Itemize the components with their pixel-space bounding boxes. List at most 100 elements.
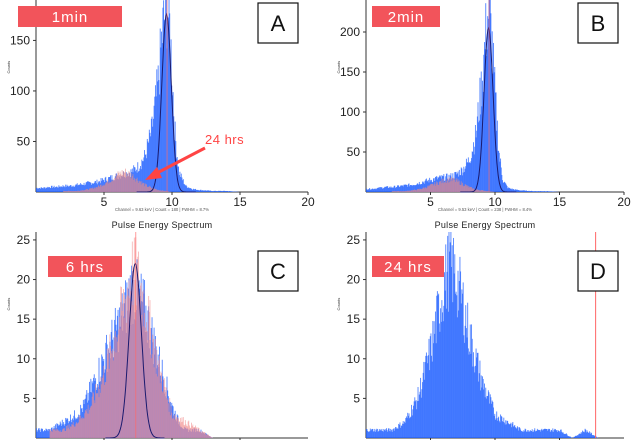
- histogram-bar: [172, 92, 174, 192]
- histogram-bar: [477, 352, 479, 438]
- histogram-bar: [71, 186, 73, 192]
- histogram-bar: [89, 181, 90, 192]
- histogram-bar: [184, 184, 186, 192]
- histogram-bar: [413, 189, 415, 192]
- histogram-bar: [400, 425, 402, 438]
- histogram-bar: [523, 431, 525, 438]
- histogram-bar: [448, 177, 450, 192]
- histogram-bar: [135, 178, 137, 192]
- histogram-bar: [439, 331, 441, 438]
- histogram-bar: [169, 13, 171, 192]
- histogram-bar: [453, 177, 454, 192]
- histogram-bar: [467, 302, 469, 438]
- histogram-bar: [391, 187, 393, 192]
- histogram-bar: [74, 426, 75, 438]
- histogram-bar: [416, 183, 418, 192]
- histogram-bar: [379, 430, 381, 438]
- histogram-bar: [123, 317, 125, 438]
- histogram-bar: [179, 423, 181, 438]
- histogram-bar: [109, 334, 111, 438]
- histogram-bar: [196, 189, 198, 192]
- histogram-bar: [445, 180, 447, 192]
- histogram-bar: [127, 173, 129, 192]
- histogram-bar: [48, 186, 50, 192]
- histogram-bar: [411, 404, 413, 438]
- histogram-bar: [170, 39, 172, 192]
- histogram-bar: [47, 188, 49, 192]
- histogram-bar: [440, 321, 442, 438]
- histogram-bar: [537, 191, 539, 192]
- histogram-bar: [556, 430, 558, 438]
- histogram-bar: [373, 189, 375, 192]
- histogram-bar: [88, 181, 90, 192]
- histogram-bar: [186, 186, 188, 192]
- histogram-bar: [162, 7, 164, 192]
- histogram-bar: [171, 95, 173, 192]
- histogram-bar: [76, 423, 78, 438]
- histogram-bar: [454, 178, 456, 192]
- histogram-bar: [78, 190, 80, 192]
- histogram-bar: [398, 185, 400, 192]
- histogram-bar: [78, 184, 80, 192]
- histogram-bar: [190, 427, 192, 438]
- histogram-bar: [554, 429, 556, 438]
- histogram-bar: [505, 420, 507, 438]
- histogram-bar: [437, 184, 439, 192]
- histogram-bar: [73, 186, 75, 192]
- histogram-bar: [101, 185, 103, 192]
- histogram-bar: [396, 185, 398, 192]
- histogram-bar: [509, 424, 511, 438]
- histogram-bar: [410, 190, 412, 192]
- histogram-bar: [561, 431, 563, 438]
- histogram-bar: [513, 189, 514, 192]
- histogram-bar: [144, 327, 146, 438]
- histogram-bar: [453, 180, 455, 192]
- histogram-bar: [424, 362, 426, 438]
- histogram-bar: [154, 348, 156, 438]
- histogram-bar: [475, 189, 477, 192]
- histogram-bar: [449, 251, 451, 438]
- histogram-bar: [65, 430, 67, 438]
- histogram-bar: [575, 436, 577, 438]
- histogram-bar: [172, 418, 174, 438]
- histogram-bar: [476, 189, 478, 192]
- histogram-bar: [143, 289, 145, 438]
- histogram-bar: [403, 184, 405, 192]
- histogram-bar: [425, 188, 427, 192]
- histogram-bar: [586, 430, 588, 438]
- histogram-bar: [495, 92, 497, 192]
- histogram-bar: [399, 191, 401, 192]
- histogram-bar: [199, 430, 201, 438]
- histogram-bar: [162, 392, 164, 438]
- histogram-bar: [58, 430, 60, 438]
- histogram-bar: [431, 183, 433, 192]
- x-axis-label: Pulse Energy Spectrum: [112, 220, 213, 230]
- histogram-bar: [525, 190, 527, 192]
- histogram-bar: [520, 190, 522, 192]
- histogram-bar: [132, 305, 134, 438]
- histogram-bar: [145, 184, 147, 192]
- histogram-bar: [585, 432, 587, 438]
- histogram-bar: [94, 403, 96, 438]
- histogram-bar: [474, 372, 476, 438]
- panel-letter-box: [577, 250, 619, 292]
- histogram-bar: [80, 417, 82, 438]
- histogram-bar: [188, 425, 190, 438]
- histogram-bar: [460, 167, 462, 192]
- histogram-bar: [86, 181, 88, 192]
- histogram-bar: [371, 189, 373, 192]
- histogram-bar: [375, 431, 376, 438]
- histogram-bar: [400, 427, 402, 438]
- histogram-bar: [451, 266, 453, 438]
- histogram-bar: [93, 183, 95, 192]
- histogram-bar: [144, 154, 146, 192]
- histogram-bar: [71, 191, 73, 192]
- histogram-bar: [410, 185, 412, 192]
- histogram-bar: [459, 184, 461, 192]
- histogram-bar: [438, 323, 440, 438]
- histogram-bar: [97, 187, 99, 192]
- histogram-bar: [543, 191, 545, 192]
- histogram-bar: [151, 354, 153, 438]
- histogram-bar: [186, 425, 188, 438]
- histogram-bar: [553, 431, 554, 438]
